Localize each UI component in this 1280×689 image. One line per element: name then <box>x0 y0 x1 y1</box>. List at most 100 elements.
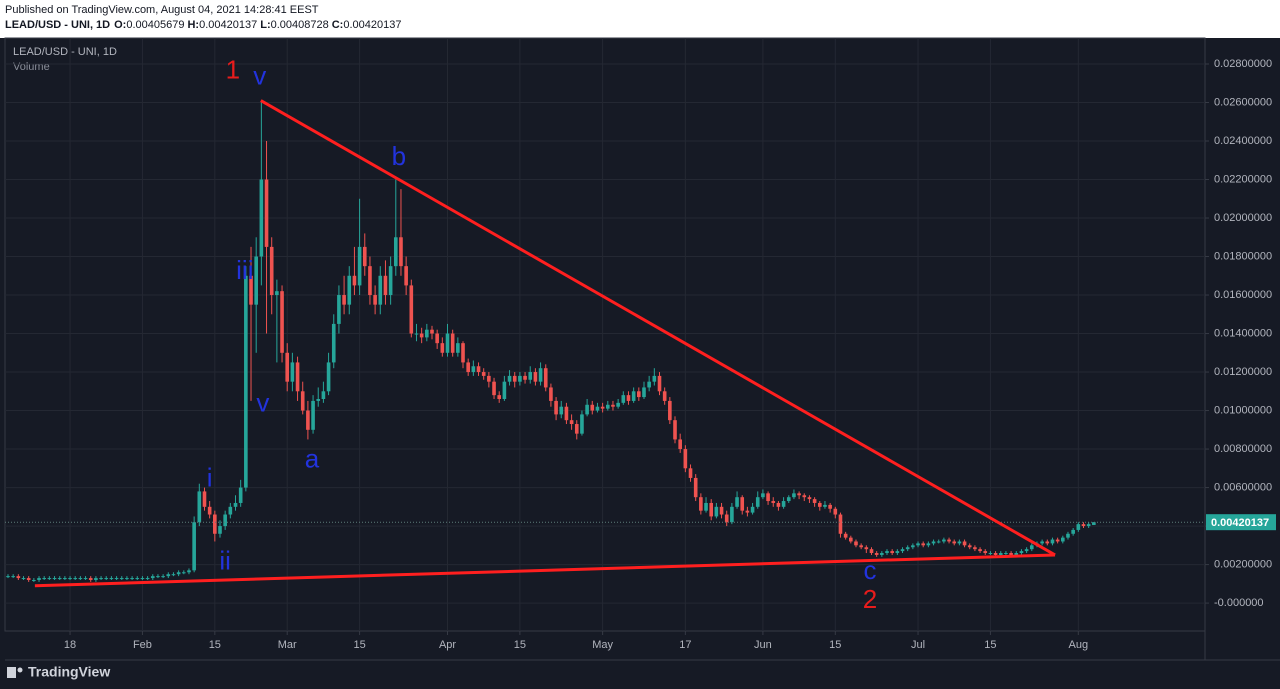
candle-body <box>383 275 388 296</box>
candle-body <box>419 333 424 338</box>
candle-body <box>202 491 207 507</box>
candle-body <box>699 497 703 511</box>
candle-body <box>218 526 222 534</box>
candle-body <box>704 502 708 511</box>
candle-body <box>68 578 72 580</box>
candle-body <box>1055 539 1060 542</box>
last-price-label: 0.00420137 <box>1211 517 1269 529</box>
candle-body <box>693 477 698 498</box>
candle-body <box>631 391 636 401</box>
volume-label: Volume <box>13 61 50 73</box>
candle-body <box>843 533 848 538</box>
candle-body <box>1076 524 1081 530</box>
y-tick-label: 0.02800000 <box>1214 58 1272 70</box>
x-tick-label: 15 <box>984 639 996 651</box>
candle-body <box>905 547 910 550</box>
x-tick-label: Mar <box>278 639 297 651</box>
candle-body <box>1066 533 1070 538</box>
candle-body <box>357 246 362 286</box>
candle-body <box>466 362 470 373</box>
candle-body <box>176 572 181 575</box>
candle-body <box>290 362 295 382</box>
y-tick-label: 0.01600000 <box>1214 289 1272 301</box>
candle-body <box>900 549 905 552</box>
candle-body <box>735 497 739 507</box>
x-tick-label: 15 <box>209 639 221 651</box>
candle-body <box>63 578 67 580</box>
candle-body <box>461 343 465 363</box>
candle-body <box>786 497 791 502</box>
candle-body <box>538 368 543 382</box>
candle-body <box>362 246 367 267</box>
candle-body <box>16 576 21 579</box>
candle-body <box>688 468 693 478</box>
candle-body <box>404 266 408 286</box>
candle-body <box>611 404 615 407</box>
candle-body <box>471 366 476 373</box>
candle-body <box>1024 549 1029 552</box>
candle-body <box>306 410 310 430</box>
candle-body <box>947 539 951 542</box>
candle-body <box>797 493 801 496</box>
candle-body <box>481 372 486 376</box>
candle-body <box>311 400 315 430</box>
candle-body <box>187 570 191 573</box>
candle-body <box>983 551 988 554</box>
candle-body <box>1071 529 1075 534</box>
candle-body <box>838 514 843 534</box>
candle-body <box>259 179 264 257</box>
wave-label: iii <box>236 255 253 285</box>
candle-body <box>104 578 109 580</box>
brand-icon-dot <box>17 667 23 673</box>
candle-body <box>885 551 889 554</box>
candle-body <box>528 372 533 380</box>
candle-body <box>880 553 884 555</box>
candle-body <box>668 400 672 421</box>
candle-body <box>135 578 140 580</box>
candle-body <box>347 275 352 305</box>
candle-body <box>828 504 832 509</box>
candle-body <box>993 553 998 555</box>
brand-name: TradingView <box>28 664 110 680</box>
candle-body <box>771 501 776 503</box>
wave-label: i <box>207 463 213 493</box>
candle-body <box>1081 524 1086 527</box>
candle-body <box>1029 545 1034 550</box>
x-tick-label: May <box>592 639 613 651</box>
candle-body <box>114 578 119 580</box>
candle-body <box>600 406 605 409</box>
published-line: Published on TradingView.com, August 04,… <box>5 4 319 16</box>
y-tick-label: 0.01800000 <box>1214 250 1272 262</box>
candle-body <box>967 545 972 548</box>
ohlc-value: 0.00420137 <box>343 19 401 31</box>
candle-body <box>269 246 274 296</box>
ohlc-value: 0.00405679 <box>126 19 184 31</box>
candle-body <box>254 256 258 305</box>
candle-body <box>911 545 915 548</box>
x-tick-label: 15 <box>514 639 526 651</box>
candle-body <box>957 541 962 544</box>
candle-body <box>574 424 579 434</box>
ohlc-key: C: <box>332 19 344 31</box>
candle-body <box>988 553 993 555</box>
candle-body <box>99 578 103 580</box>
candle-body <box>456 343 460 353</box>
candle-body <box>150 576 155 579</box>
candle-body <box>156 576 160 578</box>
candle-body <box>492 381 496 396</box>
candle-body <box>37 578 41 580</box>
candle-body <box>264 179 269 247</box>
candle-body <box>275 291 279 296</box>
x-tick-label: Jul <box>911 639 925 651</box>
candle-body <box>869 549 874 554</box>
candle-body <box>487 375 491 382</box>
candle-body <box>1092 522 1096 525</box>
candle-body <box>502 381 507 399</box>
candle-body <box>931 541 936 544</box>
candle-body <box>352 275 357 286</box>
candle-body <box>683 449 688 469</box>
candle-body <box>1086 524 1091 527</box>
candle-body <box>833 508 838 515</box>
candle-body <box>388 266 393 296</box>
